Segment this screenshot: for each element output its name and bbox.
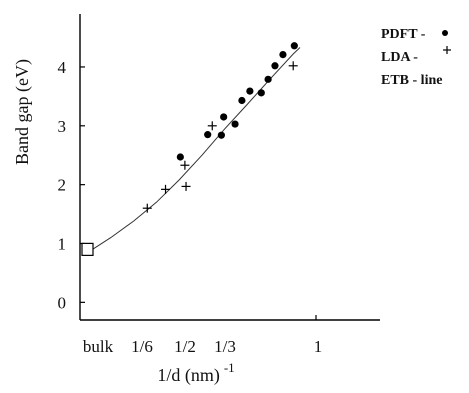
point-pdft bbox=[271, 62, 279, 70]
series-line-etb bbox=[87, 47, 301, 253]
legend: PDFT - LDA - ETB - line bbox=[381, 27, 451, 88]
y-ticks: 0 1 2 3 4 bbox=[58, 58, 85, 312]
y-tick-label: 4 bbox=[58, 58, 67, 77]
point-lda bbox=[161, 184, 171, 194]
point-pdft bbox=[257, 89, 265, 97]
point-pdft bbox=[238, 96, 246, 105]
x-ticks: bulk 1/6 1/2 1/3 1 bbox=[83, 315, 322, 356]
legend-entry-etb: ETB - line bbox=[381, 73, 442, 88]
point-pdft bbox=[231, 120, 239, 128]
legend-pdft-marker bbox=[442, 30, 448, 36]
point-pdft bbox=[246, 87, 254, 95]
point-pdft bbox=[176, 153, 184, 161]
x-axis-label-text: 1/d (nm) bbox=[157, 365, 220, 386]
x-axis-label: 1/d (nm) -1 bbox=[157, 360, 234, 386]
x-tick-label: 1/2 bbox=[174, 337, 196, 356]
series-layer bbox=[81, 42, 301, 256]
point-lda bbox=[288, 61, 298, 71]
y-axis-label: Band gap (eV) bbox=[12, 59, 33, 165]
point-lda bbox=[180, 160, 190, 170]
x-tick-label: 1 bbox=[314, 337, 323, 356]
point-pdft bbox=[290, 42, 298, 50]
point-pdft bbox=[279, 51, 287, 59]
y-tick-label: 2 bbox=[58, 176, 67, 195]
point-pdft bbox=[217, 131, 225, 139]
axes bbox=[79, 14, 380, 321]
legend-entry-lda: LDA - bbox=[381, 50, 418, 65]
legend-lda-marker bbox=[443, 46, 451, 54]
x-tick-label: 1/6 bbox=[131, 337, 153, 356]
x-tick-label: bulk bbox=[83, 337, 114, 356]
y-tick-label: 3 bbox=[58, 117, 67, 136]
point-pdft bbox=[264, 75, 272, 83]
legend-entry-pdft: PDFT - bbox=[381, 27, 426, 42]
point-lda bbox=[181, 181, 191, 191]
point-pdft bbox=[204, 131, 212, 139]
y-tick-label: 0 bbox=[58, 293, 67, 312]
point-pdft bbox=[220, 113, 228, 121]
x-axis-label-exponent: -1 bbox=[224, 360, 235, 375]
y-tick-label: 1 bbox=[58, 235, 67, 254]
point-lda bbox=[207, 121, 217, 131]
bulk-marker bbox=[81, 242, 94, 256]
point-lda bbox=[142, 203, 152, 213]
x-tick-label: 1/3 bbox=[214, 337, 236, 356]
